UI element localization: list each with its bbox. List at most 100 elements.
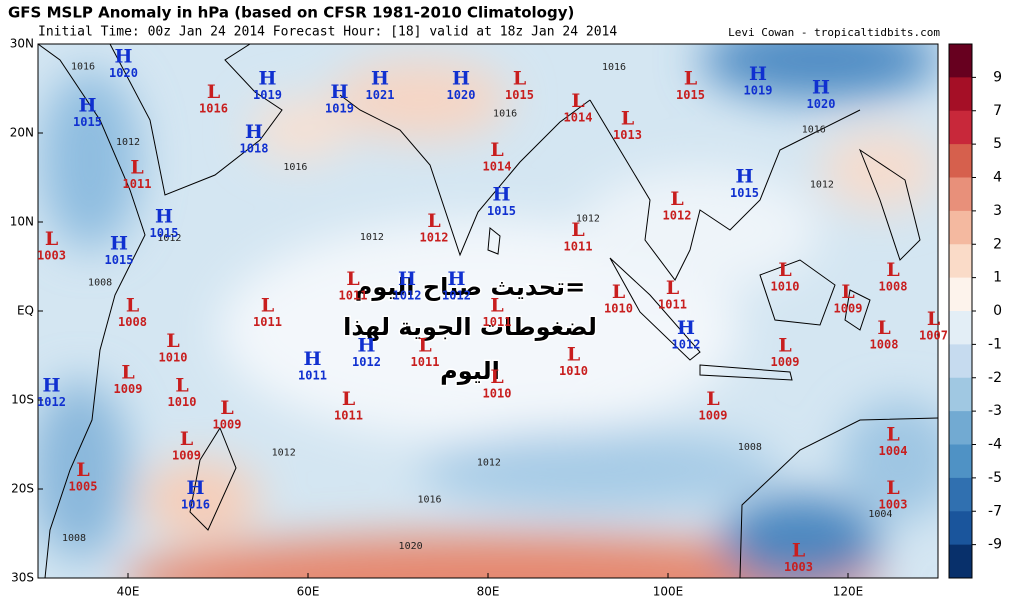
pressure-value: 1010 — [771, 279, 800, 293]
pressure-value: 1005 — [69, 480, 98, 494]
pressure-center: L — [571, 219, 584, 241]
pressure-value: 1011 — [298, 368, 327, 382]
pressure-value: 1007 — [919, 328, 948, 342]
pressure-value: 1011 — [334, 409, 363, 423]
colorbar-band — [949, 477, 972, 512]
isobar-label: 1012 — [360, 232, 384, 243]
pressure-center: L — [621, 108, 634, 130]
isobar-label: 1008 — [738, 442, 762, 453]
pressure-center: L — [427, 210, 440, 232]
pressure-value: 1015 — [73, 115, 102, 129]
pressure-value: 1009 — [771, 355, 800, 369]
colorbar-band — [949, 377, 972, 412]
pressure-value: 1009 — [172, 449, 201, 463]
colorbar-label: -1 — [988, 336, 1002, 352]
pressure-center: L — [342, 388, 355, 410]
isobar-label: 1016 — [802, 124, 826, 135]
pressure-value: 1011 — [253, 315, 282, 329]
pressure-value: 1014 — [483, 159, 512, 173]
pressure-value: 1010 — [483, 386, 512, 400]
pressure-center: H — [187, 477, 205, 499]
title: GFS MSLP Anomaly in hPa (based on CFSR 1… — [8, 4, 574, 22]
pressure-value: 1012 — [37, 395, 66, 409]
colorbar-label: 0 — [993, 303, 1002, 319]
pressure-value: 1008 — [879, 279, 908, 293]
x-tick-label: 120E — [833, 585, 864, 599]
pressure-value: 1016 — [199, 101, 228, 115]
pressure-center: H — [736, 166, 754, 188]
pressure-value: 1015 — [150, 226, 179, 240]
pressure-center: L — [886, 259, 899, 281]
pressure-center: L — [490, 139, 503, 161]
isobar-label: 1020 — [399, 541, 423, 552]
colorbar-band — [949, 311, 972, 345]
pressure-center: L — [841, 281, 854, 303]
x-tick-label: 40E — [117, 585, 140, 599]
pressure-center: L — [418, 335, 431, 357]
x-tick-label: 100E — [653, 585, 684, 599]
colorbar-label: -3 — [988, 403, 1002, 419]
pressure-center: H — [677, 317, 695, 339]
pressure-value: 1004 — [879, 444, 908, 458]
pressure-center: L — [670, 188, 683, 210]
colorbar-band — [949, 110, 972, 145]
pressure-value: 1010 — [604, 302, 633, 316]
colorbar-band — [949, 277, 972, 312]
pressure-value: 1009 — [213, 417, 242, 431]
pressure-value: 1003 — [37, 248, 66, 262]
pressure-center: L — [612, 281, 625, 303]
x-tick-label: 60E — [297, 585, 320, 599]
pressure-value: 1015 — [676, 88, 705, 102]
pressure-value: 1008 — [118, 315, 147, 329]
pressure-center: H — [812, 77, 830, 99]
pressure-center: L — [513, 68, 526, 90]
pressure-center: L — [175, 375, 188, 397]
pressure-value: 1011 — [483, 315, 512, 329]
pressure-value: 1015 — [730, 186, 759, 200]
y-tick-label: 10N — [10, 215, 34, 229]
isobar-label: 1016 — [493, 108, 517, 119]
isobar-label: 1004 — [868, 509, 892, 520]
pressure-center: H — [43, 375, 61, 397]
pressure-value: 1009 — [834, 302, 863, 316]
colorbar-band — [949, 411, 972, 445]
pressure-center: L — [166, 330, 179, 352]
isobar-label: 1016 — [417, 495, 441, 506]
colorbar-band — [949, 244, 972, 279]
pressure-center: L — [490, 295, 503, 317]
pressure-center: H — [448, 268, 466, 290]
colorbar-band — [949, 144, 972, 178]
pressure-center: H — [452, 68, 470, 90]
overlay-text: =تحديث صباح اليوم لضغوطات الجوية لهذا اليو… — [342, 272, 599, 387]
pressure-center: H — [304, 348, 322, 370]
pressure-center: H — [358, 335, 376, 357]
pressure-center: H — [115, 45, 133, 67]
pressure-value: 1020 — [447, 88, 476, 102]
pressure-value: 1013 — [613, 128, 642, 142]
pressure-value: 1012 — [442, 288, 471, 302]
pressure-center: H — [110, 232, 128, 254]
coastlines — [38, 44, 938, 578]
pressure-center: H — [155, 206, 173, 228]
pressure-center: H — [245, 121, 263, 143]
colorbar-band — [949, 210, 972, 245]
pressure-value: 1011 — [123, 177, 152, 191]
colorbar-label: 5 — [993, 136, 1002, 152]
isobar-label: 1012 — [810, 180, 834, 191]
pressure-value: 1020 — [109, 66, 138, 80]
pressure-center: L — [886, 424, 899, 446]
isobar-label: 1016 — [283, 162, 307, 173]
pressure-value: 1016 — [181, 498, 210, 512]
isobar-label: 1012 — [576, 213, 600, 224]
pressure-center: H — [259, 68, 277, 90]
pressure-center: L — [76, 459, 89, 481]
subtitle: Initial Time: 00z Jan 24 2014 Forecast H… — [38, 25, 617, 40]
pressure-value: 1012 — [663, 208, 692, 222]
pressure-center: L — [877, 317, 890, 339]
pressure-value: 1003 — [784, 560, 813, 574]
pressure-value: 1015 — [505, 88, 534, 102]
colorbar-label: 9 — [993, 69, 1002, 85]
pressure-center: L — [778, 335, 791, 357]
pressure-center: H — [371, 68, 389, 90]
pressure-center: L — [490, 366, 503, 388]
